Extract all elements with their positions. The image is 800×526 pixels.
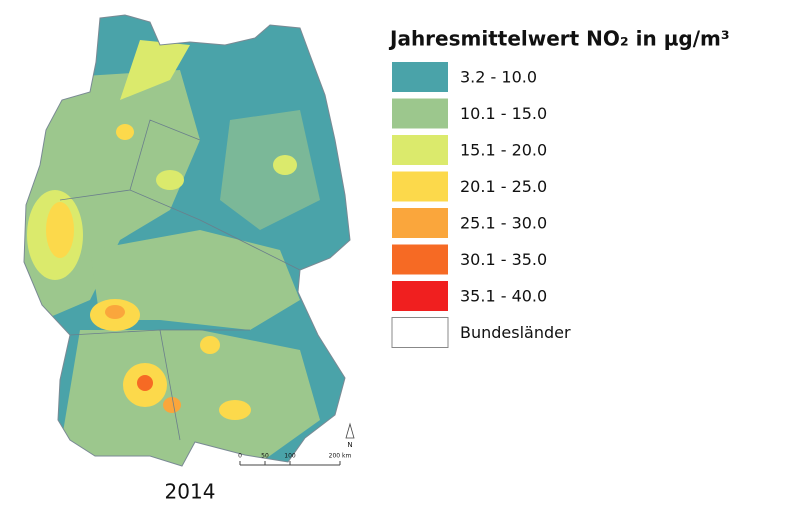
legend-title: Jahresmittelwert NO₂ in µg/m³ <box>388 27 730 51</box>
legend-swatch <box>392 98 448 129</box>
map-hotspot <box>200 336 220 354</box>
legend-label: Bundesländer <box>460 323 571 342</box>
scale-label: 100 <box>284 453 296 460</box>
legend-swatch <box>392 244 448 275</box>
country-border <box>23 14 351 467</box>
legend-label: 3.2 - 10.0 <box>460 68 537 87</box>
map-hotspot <box>116 124 134 140</box>
legend-swatch <box>392 135 448 165</box>
north-arrow-icon <box>345 422 355 439</box>
state-border <box>59 119 301 441</box>
map-region <box>220 110 320 230</box>
legend: 3.2 - 10.0 10.1 - 15.0 15.1 - 20.0 20.1 - 2… <box>391 62 571 348</box>
map-hotspot <box>46 202 74 258</box>
legend-label: 35.1 - 40.0 <box>460 287 547 306</box>
scale-bar: 0 50 100 200 km <box>238 453 351 466</box>
map <box>24 15 350 466</box>
map-hotspot <box>163 397 181 413</box>
legend-label: 10.1 - 15.0 <box>460 104 547 123</box>
legend-swatch <box>392 281 448 311</box>
map-hotspot <box>137 375 153 391</box>
map-hotspot <box>156 170 184 190</box>
north-label: N <box>347 441 352 449</box>
scale-label: 50 <box>261 453 269 460</box>
map-region <box>90 230 300 330</box>
map-hotspot <box>273 155 297 175</box>
legend-label: 15.1 - 20.0 <box>460 141 547 160</box>
legend-swatch <box>392 208 448 238</box>
map-hotspot <box>105 305 125 319</box>
legend-label: 20.1 - 25.0 <box>460 177 547 196</box>
scale-label: 200 km <box>329 453 352 460</box>
legend-swatch <box>392 171 448 202</box>
legend-label: 30.1 - 35.0 <box>460 250 547 269</box>
map-region <box>120 40 190 100</box>
map-region <box>60 330 320 466</box>
scale-label: 0 <box>238 453 242 460</box>
north-arrow: N <box>345 422 355 449</box>
legend-swatch <box>391 317 449 348</box>
map-hotspot <box>219 400 251 420</box>
year-label: 2014 <box>165 480 216 504</box>
legend-label: 25.1 - 30.0 <box>460 214 547 233</box>
legend-swatch <box>392 62 448 92</box>
